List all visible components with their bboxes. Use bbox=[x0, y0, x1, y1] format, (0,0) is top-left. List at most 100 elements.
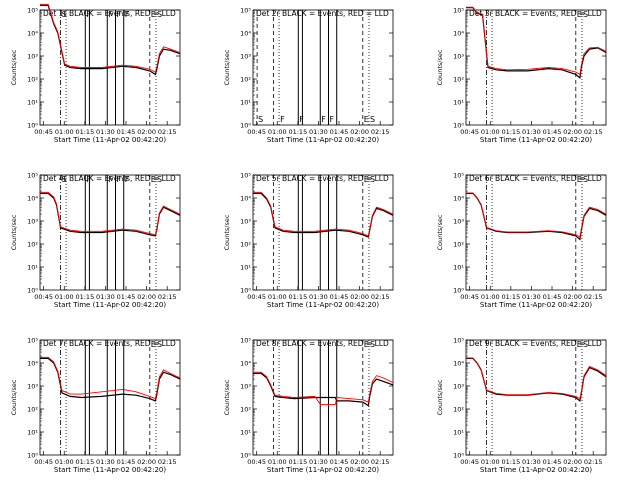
event-marker-label: S bbox=[370, 115, 375, 124]
y-tick-label: 10⁴ bbox=[453, 360, 464, 368]
x-tick-label: 01:30 bbox=[309, 128, 328, 136]
x-tick-label: 02:00 bbox=[137, 128, 156, 136]
y-tick-label: 10⁰ bbox=[27, 452, 38, 460]
y-axis-label: Counts/sec bbox=[10, 49, 18, 85]
event-marker-label: E bbox=[364, 115, 369, 124]
x-tick-label: 01:15 bbox=[75, 128, 94, 136]
x-axis-label: Start Time (11-Apr-02 00:42:20) bbox=[480, 466, 592, 474]
y-tick-label: 10⁰ bbox=[240, 452, 251, 460]
y-tick-label: 10⁵ bbox=[240, 172, 251, 180]
y-tick-label: 10² bbox=[27, 241, 38, 249]
x-tick-label: 01:15 bbox=[501, 128, 520, 136]
y-tick-label: 10⁰ bbox=[27, 122, 38, 130]
event-marker-label: E bbox=[577, 340, 582, 349]
y-tick-label: 10⁰ bbox=[453, 452, 464, 460]
plot-frame bbox=[39, 9, 181, 126]
y-tick-label: 10¹ bbox=[27, 99, 38, 107]
x-tick-label: 02:00 bbox=[350, 458, 369, 466]
x-tick-label: 01:15 bbox=[501, 293, 520, 301]
y-tick-label: 10⁴ bbox=[453, 30, 464, 38]
x-tick-label: 00:45 bbox=[34, 293, 53, 301]
event-marker-label: F bbox=[125, 175, 130, 184]
chart-panel-det1: Det 1r BLACK = Events, RED = LLD Counts/s… bbox=[10, 3, 181, 144]
plot-frame bbox=[39, 174, 181, 291]
x-tick-label: 01:00 bbox=[481, 128, 500, 136]
x-tick-label: 02:15 bbox=[158, 128, 177, 136]
x-tick-label: 01:00 bbox=[268, 293, 287, 301]
x-tick-label: 01:15 bbox=[75, 293, 94, 301]
x-tick-label: 01:00 bbox=[481, 293, 500, 301]
event-marker-label: S bbox=[258, 115, 263, 124]
x-tick-label: 01:00 bbox=[55, 293, 74, 301]
chart-panel-det9: Det 9r BLACK = Events, RED = LLD Counts/s… bbox=[436, 337, 607, 474]
y-tick-label: 10¹ bbox=[453, 99, 464, 107]
x-tick-label: 00:45 bbox=[460, 293, 479, 301]
x-tick-label: 02:15 bbox=[158, 293, 177, 301]
x-tick-label: 01:00 bbox=[481, 458, 500, 466]
event-marker-label: S bbox=[370, 340, 375, 349]
event-marker-label: S bbox=[583, 340, 588, 349]
series-lld-line bbox=[466, 192, 607, 238]
y-tick-label: 10³ bbox=[27, 383, 38, 391]
chart-panel-det4: Det 4r BLACK = Events, RED = LLD Counts/s… bbox=[10, 172, 181, 309]
y-tick-label: 10² bbox=[240, 76, 251, 84]
x-tick-label: 00:45 bbox=[247, 458, 266, 466]
y-tick-label: 10¹ bbox=[27, 264, 38, 272]
x-tick-label: 00:45 bbox=[34, 128, 53, 136]
x-tick-label: 02:15 bbox=[371, 128, 390, 136]
plot-frame bbox=[465, 9, 607, 126]
panel-title: Det 8r BLACK = Events, RED = LLD bbox=[256, 339, 389, 348]
y-tick-label: 10¹ bbox=[240, 429, 251, 437]
x-tick-label: 02:00 bbox=[563, 128, 582, 136]
y-tick-label: 10¹ bbox=[27, 429, 38, 437]
x-tick-label: 02:15 bbox=[371, 458, 390, 466]
x-tick-label: 01:15 bbox=[501, 458, 520, 466]
y-tick-label: 10³ bbox=[453, 53, 464, 61]
chart-panel-det2: Det 2r BLACK = Events, RED = LLD Counts/s… bbox=[223, 7, 394, 144]
x-tick-label: 01:45 bbox=[543, 458, 562, 466]
x-tick-label: 01:45 bbox=[117, 293, 136, 301]
x-tick-label: 01:45 bbox=[330, 128, 349, 136]
x-tick-label: 01:30 bbox=[522, 128, 541, 136]
chart-panel-det6: Det 6r BLACK = Events, RED = LLD Counts/s… bbox=[436, 172, 607, 309]
y-tick-label: 10² bbox=[27, 76, 38, 84]
y-tick-label: 10⁴ bbox=[240, 360, 251, 368]
y-tick-label: 10⁵ bbox=[27, 172, 38, 180]
series-lld-line bbox=[40, 191, 181, 236]
chart-panel-det7: Det 7r BLACK = Events, RED = LLD Counts/s… bbox=[10, 337, 181, 474]
event-marker-label: E bbox=[151, 10, 156, 19]
event-marker-label: F bbox=[108, 175, 113, 184]
event-marker-label: E bbox=[577, 175, 582, 184]
panel-title: Det 4r BLACK = Events, RED = LLD bbox=[43, 174, 176, 183]
x-tick-label: 01:15 bbox=[288, 293, 307, 301]
x-tick-label: 01:45 bbox=[330, 458, 349, 466]
y-tick-label: 10³ bbox=[240, 53, 251, 61]
x-tick-label: 01:30 bbox=[522, 293, 541, 301]
x-tick-label: 01:45 bbox=[117, 458, 136, 466]
x-axis-label: Start Time (11-Apr-02 00:42:20) bbox=[54, 136, 166, 144]
x-axis-label: Start Time (11-Apr-02 00:42:20) bbox=[480, 136, 592, 144]
event-marker-label: E bbox=[151, 175, 156, 184]
x-tick-label: 01:30 bbox=[96, 458, 115, 466]
y-tick-label: 10⁵ bbox=[240, 7, 251, 15]
y-axis-label: Counts/sec bbox=[10, 379, 18, 415]
x-tick-label: 01:30 bbox=[309, 293, 328, 301]
x-axis-label: Start Time (11-Apr-02 00:42:20) bbox=[54, 466, 166, 474]
x-axis-label: Start Time (11-Apr-02 00:42:20) bbox=[480, 301, 592, 309]
x-tick-label: 02:00 bbox=[350, 128, 369, 136]
x-tick-label: 02:15 bbox=[158, 458, 177, 466]
y-tick-label: 10² bbox=[453, 406, 464, 414]
x-tick-label: 02:15 bbox=[584, 128, 603, 136]
event-marker-label: E bbox=[364, 175, 369, 184]
y-axis-label: Counts/sec bbox=[10, 214, 18, 250]
event-marker-label: F bbox=[116, 175, 121, 184]
series-lld-line bbox=[40, 3, 181, 73]
chart-panel-det8: Det 8r BLACK = Events, RED = LLD Counts/s… bbox=[223, 337, 394, 474]
series-lld-line bbox=[253, 371, 394, 405]
x-tick-label: 01:00 bbox=[55, 458, 74, 466]
event-marker-label: S bbox=[583, 10, 588, 19]
y-axis-label: Counts/sec bbox=[436, 49, 444, 85]
y-tick-label: 10⁵ bbox=[453, 337, 464, 345]
x-axis-label: Start Time (11-Apr-02 00:42:20) bbox=[267, 301, 379, 309]
